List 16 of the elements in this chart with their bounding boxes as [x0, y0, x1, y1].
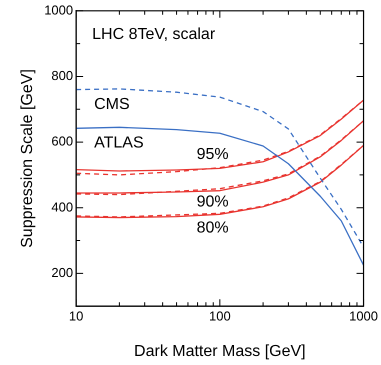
x-axis-title: Dark Matter Mass [GeV]: [134, 342, 306, 360]
series-label: ATLAS: [94, 134, 144, 152]
y-axis-title: Suppression Scale [GeV]: [19, 69, 36, 248]
annotation: 95%: [196, 146, 229, 164]
x-tick-label: 100: [208, 308, 231, 324]
annotation: LHC 8TeV, scalar: [92, 26, 216, 43]
annotation: 80%: [196, 219, 229, 236]
y-tick-label: 200: [51, 264, 74, 280]
x-tick-label: 1000: [349, 308, 378, 324]
x-tick-label: 10: [68, 308, 84, 324]
y-tick-label: 400: [51, 199, 74, 214]
annotation: 90%: [196, 194, 229, 211]
y-tick-label: 1000: [44, 2, 74, 18]
y-tick-label: 600: [51, 134, 74, 149]
series-label: CMS: [94, 96, 130, 113]
y-tick-label: 800: [51, 68, 74, 84]
